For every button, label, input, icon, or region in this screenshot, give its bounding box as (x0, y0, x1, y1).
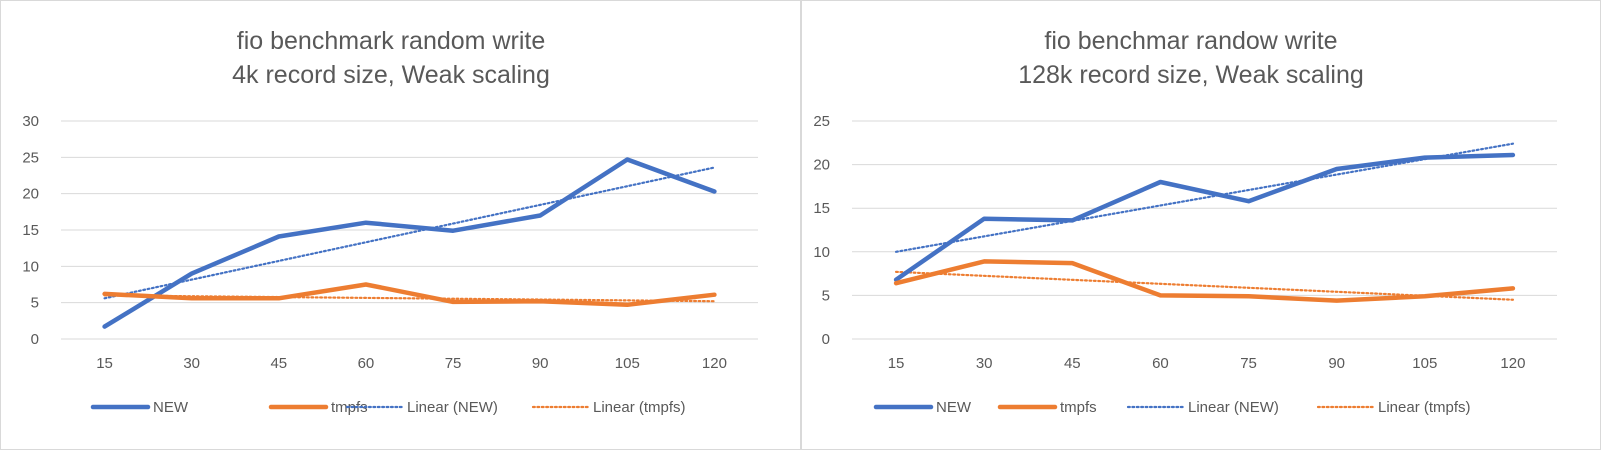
x-tick-label: 60 (358, 355, 375, 372)
chart-title-line-2: 128k record size, Weak scaling (1018, 61, 1364, 89)
y-tick-label: 10 (22, 258, 39, 275)
series-line (102, 282, 717, 308)
x-tick-label: 15 (888, 355, 905, 372)
y-tick-label: 5 (822, 287, 830, 304)
y-tick-label: 5 (31, 295, 39, 312)
x-tick-label: 45 (270, 355, 287, 372)
chart-title-line-1: fio benchmar randow write (1044, 27, 1337, 55)
legend-label: Linear (tmpfs) (1378, 399, 1471, 416)
legend-label: NEW (153, 399, 189, 416)
y-tick-label: 25 (22, 149, 39, 166)
x-tick-label: 30 (976, 355, 993, 372)
y-tick-label: 0 (31, 331, 39, 348)
y-tick-label: 20 (22, 186, 39, 203)
x-tick-label: 75 (445, 355, 462, 372)
series-line (893, 259, 1516, 303)
y-tick-label: 25 (813, 113, 830, 130)
x-tick-label: 60 (1152, 355, 1169, 372)
x-tick-label: 90 (1328, 355, 1345, 372)
y-tick-label: 15 (813, 200, 830, 217)
legend-label: NEW (936, 399, 972, 416)
x-tick-label: 105 (615, 355, 640, 372)
x-tick-label: 90 (532, 355, 549, 372)
series-line (893, 152, 1516, 282)
x-tick-label: 15 (96, 355, 113, 372)
chart-title-line-1: fio benchmark random write (237, 27, 545, 55)
x-tick-label: 45 (1064, 355, 1081, 372)
x-tick-label: 120 (702, 355, 727, 372)
x-tick-label: 30 (183, 355, 200, 372)
legend-label: tmpfs (1060, 399, 1097, 416)
chart-title-line-2: 4k record size, Weak scaling (232, 61, 550, 89)
y-tick-label: 20 (813, 157, 830, 174)
legend-label: Linear (tmpfs) (593, 399, 686, 416)
legend-label: Linear (NEW) (1188, 399, 1279, 416)
chart-panel-4k: fio benchmark random write 4k record size… (0, 0, 801, 450)
x-tick-label: 120 (1500, 355, 1525, 372)
x-tick-label: 75 (1240, 355, 1257, 372)
x-tick-label: 105 (1412, 355, 1437, 372)
trendline (103, 166, 716, 300)
y-tick-label: 30 (22, 113, 39, 130)
y-tick-label: 15 (22, 222, 39, 239)
y-tick-label: 0 (822, 331, 830, 348)
chart-128k-random-write: fio benchmar randow write 128k record siz… (813, 27, 1557, 416)
chart-panel-128k: fio benchmar randow write 128k record siz… (801, 0, 1601, 450)
chart-4k-random-write: fio benchmark random write 4k record size… (22, 27, 758, 416)
legend-label: Linear (NEW) (407, 399, 498, 416)
series-line (102, 157, 717, 329)
y-tick-label: 10 (813, 244, 830, 261)
